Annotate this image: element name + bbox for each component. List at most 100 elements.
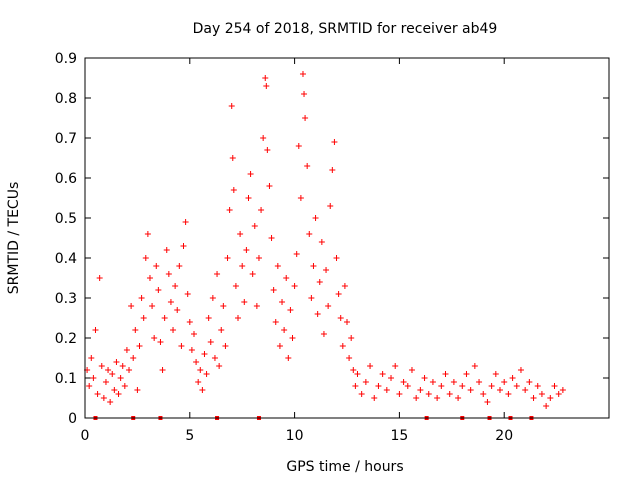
data-point: [203, 371, 210, 377]
data-point: [348, 335, 355, 341]
data-point: [501, 379, 508, 385]
data-point: [517, 367, 524, 373]
data-point: [266, 183, 273, 189]
data-point: [534, 383, 541, 389]
data-point: [484, 399, 491, 405]
data-point: [146, 275, 153, 281]
data-point: [354, 371, 361, 377]
data-point: [304, 163, 311, 169]
data-point: [408, 367, 415, 373]
data-point: [509, 375, 516, 381]
data-point: [128, 303, 135, 309]
data-point: [151, 335, 158, 341]
data-point: [480, 391, 487, 397]
data-point: [301, 91, 308, 97]
data-point: [161, 315, 168, 321]
data-point: [178, 343, 185, 349]
data-point: [190, 331, 197, 337]
data-point: [471, 363, 478, 369]
data-point: [350, 367, 357, 373]
x-tick-label: 5: [185, 428, 194, 444]
data-point: [102, 379, 109, 385]
data-point: [299, 71, 306, 77]
data-point: [197, 367, 204, 373]
data-point: [228, 103, 235, 109]
data-point: [251, 223, 258, 229]
data-point: [429, 379, 436, 385]
data-point: [272, 319, 279, 325]
y-tick-label: 0.1: [55, 371, 77, 387]
data-point: [392, 363, 399, 369]
data-point: [184, 291, 191, 297]
data-point: [434, 395, 441, 401]
data-point: [413, 395, 420, 401]
y-tick-label: 0.2: [55, 331, 77, 347]
data-point: [105, 367, 112, 373]
data-point: [383, 387, 390, 393]
data-point: [241, 299, 248, 305]
data-point: [279, 299, 286, 305]
data-point: [209, 295, 216, 301]
data-point: [98, 363, 105, 369]
data-point: [182, 219, 189, 225]
data-point: [530, 395, 537, 401]
data-point: [155, 287, 162, 293]
data-point: [264, 147, 271, 153]
data-point: [344, 319, 350, 325]
data-point: [274, 263, 281, 269]
data-point: [247, 171, 254, 177]
data-point: [463, 371, 470, 377]
data-point: [293, 251, 300, 257]
data-point: [186, 319, 193, 325]
data-point: [341, 283, 348, 289]
data-point: [253, 303, 260, 309]
data-point: [163, 247, 170, 253]
data-point: [119, 363, 126, 369]
axis-ticks: 0 0.1 0.2 0.3 0.4 0.5 0.6 0.7 0.8 0.9 0 5 10 15 20: [55, 51, 609, 444]
data-point: [205, 315, 212, 321]
data-point: [283, 275, 290, 281]
data-point: [268, 235, 275, 241]
data-point: [396, 391, 403, 397]
data-point: [421, 375, 428, 381]
data-point: [214, 271, 221, 277]
data-point: [379, 371, 386, 377]
data-point: [316, 279, 323, 285]
plot-frame: [84, 57, 610, 419]
data-point: [123, 347, 130, 353]
data-point: [134, 387, 141, 393]
data-point: [559, 387, 566, 393]
data-point: [488, 383, 495, 389]
y-tick-label: 0.6: [55, 171, 77, 187]
data-point: [159, 367, 166, 373]
data-point: [222, 343, 229, 349]
y-tick-label: 0.5: [55, 211, 77, 227]
data-point: [285, 355, 292, 361]
data-point: [226, 207, 233, 213]
x-tick-label: 20: [495, 428, 513, 444]
data-points: [84, 71, 566, 409]
data-point: [388, 375, 395, 381]
y-tick-label: 0.3: [55, 291, 77, 307]
data-point: [320, 331, 327, 337]
data-point: [291, 283, 298, 289]
data-point: [207, 339, 214, 345]
data-point: [107, 399, 114, 405]
data-point: [337, 315, 344, 321]
data-point: [302, 115, 309, 121]
y-tick-label: 0.8: [55, 91, 77, 107]
data-point: [289, 335, 296, 341]
data-point: [237, 231, 244, 237]
data-point: [232, 283, 239, 289]
data-point: [505, 391, 512, 397]
data-point: [329, 167, 336, 173]
data-point: [94, 391, 101, 397]
chart-title: Day 254 of 2018, SRMTID for receiver ab4…: [193, 21, 498, 37]
data-point: [263, 83, 270, 89]
data-point: [86, 383, 93, 389]
y-tick-label: 0.7: [55, 131, 77, 147]
data-point: [287, 307, 294, 313]
y-axis-label: SRMTID / TECUs: [6, 182, 22, 295]
data-point: [331, 139, 338, 145]
